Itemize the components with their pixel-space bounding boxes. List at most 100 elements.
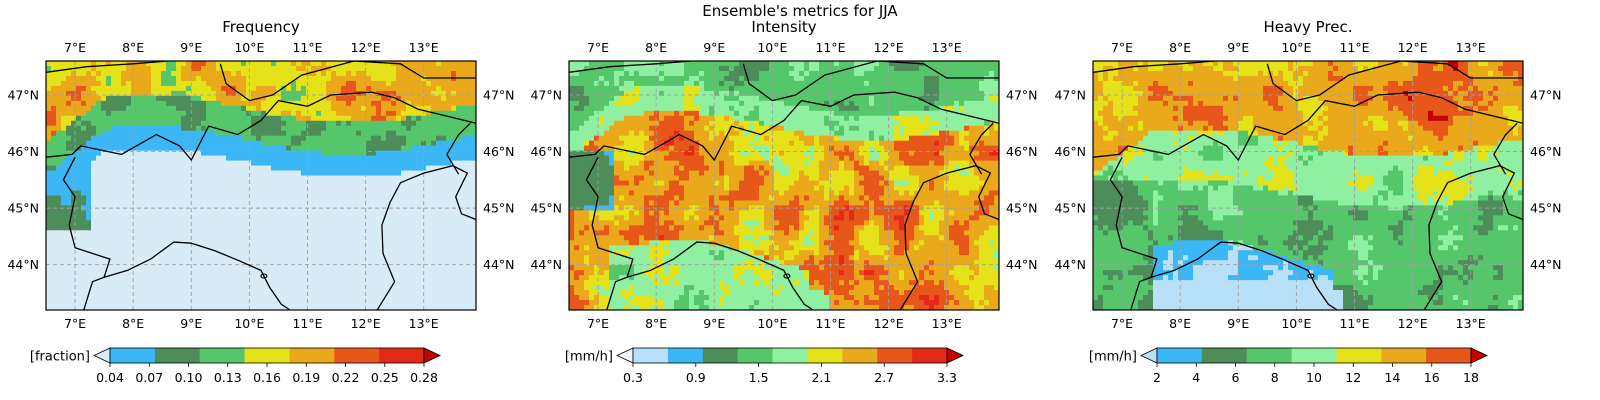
map-coastline-border — [1093, 91, 1523, 162]
colorbar-tick-label: 0.22 — [332, 370, 360, 385]
colorbar-tick-label: 8 — [1271, 370, 1279, 385]
x-tick-label-top: 7°E — [64, 40, 86, 55]
colorbar-segment — [1157, 348, 1203, 363]
colorbar-tick-label: 0.3 — [623, 370, 643, 385]
y-tick-label-right: 45°N — [483, 201, 515, 216]
colorbar-segment — [244, 348, 290, 363]
x-tick-label-bottom: 12°E — [351, 316, 381, 331]
y-tick-label-left: 45°N — [7, 201, 39, 216]
colorbar-tick-label: 16 — [1424, 370, 1440, 385]
y-tick-label-left: 47°N — [1054, 87, 1086, 102]
map-coastline-border — [446, 122, 471, 175]
map-panel-content — [1093, 61, 1523, 310]
x-tick-label-bottom: 13°E — [1456, 316, 1486, 331]
y-tick-label-left: 46°N — [530, 144, 562, 159]
colorbar-tick-label: 10 — [1306, 370, 1322, 385]
colorbar-segment — [877, 348, 913, 363]
colorbar-segment — [737, 348, 774, 363]
map-panel-content — [46, 61, 476, 310]
colorbar-label: [fraction] — [30, 350, 90, 365]
x-tick-label-bottom: 10°E — [757, 316, 787, 331]
colorbar-tick-label: 0.10 — [175, 370, 203, 385]
colorbar-tick-label: 2 — [1153, 370, 1161, 385]
x-tick-label-top: 12°E — [351, 40, 381, 55]
x-tick-label-top: 11°E — [815, 40, 845, 55]
figure-title: Ensemble's metrics for JJA — [702, 2, 898, 20]
colorbar-extend-high — [423, 347, 441, 364]
colorbar-tick-label: 0.04 — [96, 370, 124, 385]
y-tick-label-left: 47°N — [530, 87, 562, 102]
y-tick-label-right: 46°N — [483, 144, 515, 159]
colorbar-frame — [632, 347, 948, 364]
map-coastline-border — [569, 91, 999, 162]
map-gridlines — [569, 61, 999, 310]
x-tick-label-top: 9°E — [1227, 40, 1249, 55]
colorbar-segment — [772, 348, 808, 363]
colorbar-segment — [154, 348, 201, 363]
x-tick-label-bottom: 11°E — [815, 316, 845, 331]
x-tick-label-top: 13°E — [409, 40, 439, 55]
x-tick-label-top: 7°E — [587, 40, 609, 55]
y-tick-label-right: 46°N — [1006, 144, 1038, 159]
heatmap-cells — [569, 61, 999, 310]
y-tick-label-left: 47°N — [7, 87, 39, 102]
colorbar-extend-high — [946, 347, 964, 364]
colorbar-tick-label: 18 — [1463, 370, 1479, 385]
map-coastline-border — [219, 61, 476, 102]
x-tick-label-top: 7°E — [1111, 40, 1133, 55]
x-tick-label-bottom: 9°E — [1227, 316, 1249, 331]
colorbar: 0.3 0.9 1.5 2.1 2.7 3.3 [mm/h] — [565, 347, 964, 385]
x-tick-label-top: 12°E — [1398, 40, 1428, 55]
map-coastline-border — [899, 165, 999, 310]
colorbar: 2 4 6 8 10 12 14 16 18 [mm/h] — [1089, 347, 1488, 385]
colorbar-tick-label: 4 — [1192, 370, 1200, 385]
heatmap-cells — [46, 61, 476, 310]
map-coastline-border — [585, 156, 634, 310]
colorbar-segment — [1201, 348, 1248, 363]
colorbar-segment — [289, 348, 335, 363]
map-coastline-border — [569, 61, 692, 73]
map-gridlines — [46, 61, 476, 310]
map-coastline-border — [46, 61, 169, 73]
colorbar-tick-label: 2.1 — [811, 370, 831, 385]
x-tick-label-bottom: 12°E — [1398, 316, 1428, 331]
colorbar-segment — [1291, 348, 1337, 363]
colorbar-tick-label: 1.5 — [749, 370, 769, 385]
x-tick-label-top: 8°E — [645, 40, 667, 55]
colorbar-tick-label: 0.19 — [292, 370, 320, 385]
colorbar-segment — [633, 348, 669, 363]
y-tick-label-right: 44°N — [1530, 257, 1562, 272]
y-tick-label-right: 47°N — [1530, 87, 1562, 102]
y-tick-label-right: 44°N — [483, 257, 515, 272]
y-tick-label-left: 44°N — [1054, 257, 1086, 272]
colorbar-tick-label: 14 — [1385, 370, 1401, 385]
colorbar-tick-label: 3.3 — [937, 370, 957, 385]
colorbar-extend-low — [93, 347, 111, 364]
x-tick-label-top: 13°E — [1456, 40, 1486, 55]
x-tick-label-top: 11°E — [1339, 40, 1369, 55]
x-tick-label-bottom: 10°E — [1281, 316, 1311, 331]
map-coastline-border — [376, 165, 476, 310]
map-island — [783, 273, 791, 279]
x-tick-label-bottom: 11°E — [1339, 316, 1369, 331]
x-tick-label-bottom: 9°E — [703, 316, 725, 331]
y-tick-label-right: 46°N — [1530, 144, 1562, 159]
colorbar-tick-label: 0.28 — [410, 370, 438, 385]
y-tick-label-left: 46°N — [1054, 144, 1086, 159]
colorbar-segment — [1381, 348, 1427, 363]
x-tick-label-top: 9°E — [180, 40, 202, 55]
y-tick-label-left: 46°N — [7, 144, 39, 159]
x-tick-label-bottom: 7°E — [1111, 316, 1133, 331]
colorbar-segment — [379, 348, 425, 363]
x-tick-label-top: 10°E — [234, 40, 264, 55]
map-coastline-border — [1093, 61, 1216, 73]
heatmap-cells — [1093, 61, 1523, 310]
colorbar: 0.04 0.07 0.10 0.13 0.16 0.19 0.22 0.25 0.28 [fra… — [30, 347, 441, 385]
map-island — [260, 273, 268, 279]
colorbar-segment — [807, 348, 843, 363]
x-tick-label-top: 13°E — [932, 40, 962, 55]
colorbar-tick-label: 6 — [1232, 370, 1240, 385]
x-tick-label-top: 10°E — [757, 40, 787, 55]
x-tick-label-bottom: 7°E — [64, 316, 86, 331]
colorbar-segment — [667, 348, 704, 363]
